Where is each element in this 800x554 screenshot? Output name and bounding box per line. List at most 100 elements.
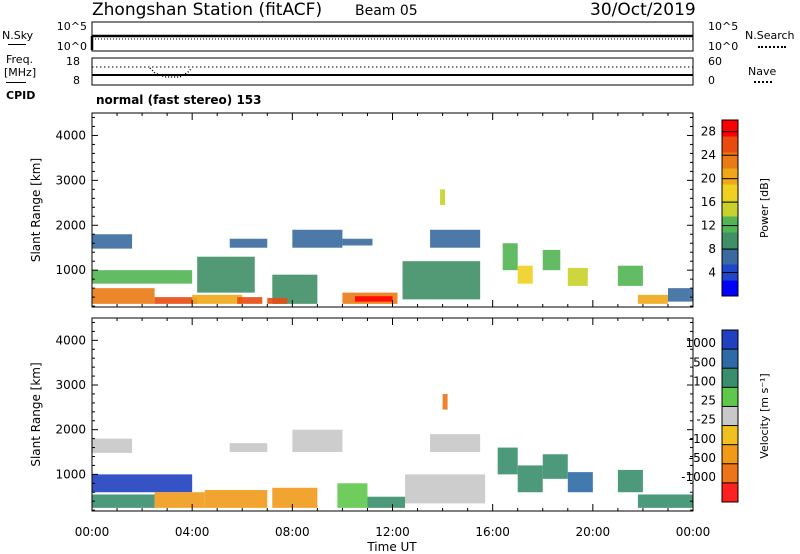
velocity-y-tick-label: 1000 [55, 467, 86, 481]
velocity-region [442, 393, 448, 410]
power-y-tick-label: 3000 [55, 173, 86, 187]
x-tick-labels: 00:00 04:00 08:00 12:00 16:00 20:00 00:00 [75, 525, 711, 539]
freq-line-marker [6, 82, 26, 83]
velocity-region [567, 472, 593, 493]
cpid-text: normal (fast stereo) 153 [96, 93, 262, 107]
velocity-colorbar-tick-label: -25 [696, 413, 716, 427]
power-colorbar-segment [722, 184, 738, 201]
x-tick-label: 16:00 [475, 525, 510, 539]
power-region [229, 238, 268, 248]
x-tick-label: 12:00 [375, 525, 410, 539]
power-region [92, 288, 155, 304]
velocity-region [337, 483, 368, 508]
velocity-colorbar-segment [722, 349, 738, 369]
power-colorbar-tick-label: 24 [701, 148, 716, 162]
power-colorbar-tick-label: 8 [708, 242, 716, 256]
velocity-colorbar-segment [722, 482, 738, 503]
nave-dots [754, 81, 772, 83]
power-region [542, 249, 561, 271]
power-region [430, 229, 481, 248]
power-y-tick-label: 2000 [55, 218, 86, 232]
velocity-region [637, 494, 693, 508]
x-tick-label: 00:00 [676, 525, 711, 539]
power-colorbar-tick-label: 4 [708, 266, 716, 280]
velocity-colorbar-segment [722, 463, 738, 484]
velocity-region [92, 474, 193, 493]
power-region [617, 265, 643, 286]
velocity-colorbar-segment [722, 444, 738, 465]
x-tick-label: 08:00 [275, 525, 310, 539]
velocity-region [405, 474, 486, 504]
velocity-y-tick-label: 3000 [55, 378, 86, 392]
power-colorbar-frame [721, 119, 739, 297]
power-region [92, 234, 133, 249]
freq-label-2: [MHz] [4, 66, 37, 79]
station-title: Zhongshan Station (fitACF) [92, 0, 323, 20]
nsky-panel: 10^5 10^0 10^5 10^0 [57, 20, 738, 53]
nsky-tick-bottom: 10^0 [57, 40, 87, 53]
power-region [354, 296, 393, 302]
power-panel: 1000 2000 3000 4000 Slant Range [km] [29, 112, 694, 308]
power-frame [91, 112, 694, 308]
power-colorbar-segment [722, 136, 738, 153]
nsearch-tick-top: 10^5 [708, 20, 738, 33]
velocity-region [204, 490, 268, 508]
power-colorbar-segment [722, 152, 738, 169]
cpid-label: CPID [6, 89, 36, 102]
velocity-colorbar-tick-label: 100 [693, 374, 716, 388]
freq-panel: 18 8 60 0 [66, 55, 722, 87]
velocity-region [92, 494, 155, 508]
velocity-region [154, 492, 205, 508]
velocity-colorbar-segment [722, 425, 738, 446]
velocity-colorbar-tick-label: 1000 [685, 336, 716, 350]
velocity-colorbar-segment [722, 406, 738, 427]
nsky-tick-top: 10^5 [57, 20, 87, 33]
power-colorbar-segment [722, 200, 738, 217]
velocity-region [542, 454, 568, 479]
power-region [517, 265, 533, 284]
power-region [440, 189, 446, 206]
power-colorbar-segment [722, 168, 738, 185]
date-label: 30/Oct/2019 [590, 0, 696, 20]
power-colorbar-tick-label: 20 [701, 172, 716, 186]
velocity-region [617, 469, 643, 493]
x-axis-label: Time UT [366, 540, 417, 554]
velocity-region [292, 429, 343, 453]
velocity-region [430, 434, 481, 453]
nave-tick-bottom: 0 [708, 74, 715, 87]
power-region [197, 256, 255, 293]
power-colorbar-tick-label: 12 [701, 219, 716, 233]
velocity-colorbar-segment [722, 330, 738, 350]
velocity-colorbar-tick-label: -1000 [681, 470, 716, 484]
nave-label: Nave [748, 65, 777, 78]
power-region [667, 288, 693, 302]
power-colorbar: 4 8 12 16 20 24 28 Power [dB] [701, 119, 771, 297]
velocity-colorbar-tick-label: 500 [693, 355, 716, 369]
nsearch-label: N.Search [745, 29, 795, 42]
velocity-colorbar: 1000 500 100 25 -25 -100 -500 -1000 Velocity [m … [681, 329, 771, 503]
nsky-line-marker [8, 44, 26, 45]
velocity-colorbar-tick-label: -500 [689, 451, 716, 465]
x-tick-label: 04:00 [175, 525, 210, 539]
power-region [402, 261, 481, 300]
power-colorbar-segment [722, 232, 738, 249]
power-colorbar-label: Power [dB] [758, 178, 771, 238]
velocity-region [92, 438, 133, 453]
velocity-panel: 1000 2000 3000 4000 Slant Range [km] [29, 317, 694, 512]
velocity-colorbar-tick-label: 25 [701, 394, 716, 408]
power-colorbar-segment [722, 280, 738, 297]
x-tick-label: 20:00 [576, 525, 611, 539]
velocity-y-tick-label: 4000 [55, 333, 86, 347]
power-colorbar-segment [722, 248, 738, 265]
velocity-region [497, 447, 518, 475]
velocity-colorbar-tick-label: -100 [689, 432, 716, 446]
power-colorbar-segment [722, 216, 738, 233]
velocity-colorbar-segment [722, 368, 738, 388]
freq-frame [91, 57, 694, 86]
power-colorbar-segment [722, 120, 738, 137]
freq-tick-bottom: 8 [73, 74, 80, 87]
nsky-label: N.Sky [2, 29, 34, 42]
velocity-region [229, 443, 268, 453]
power-region [154, 297, 198, 304]
